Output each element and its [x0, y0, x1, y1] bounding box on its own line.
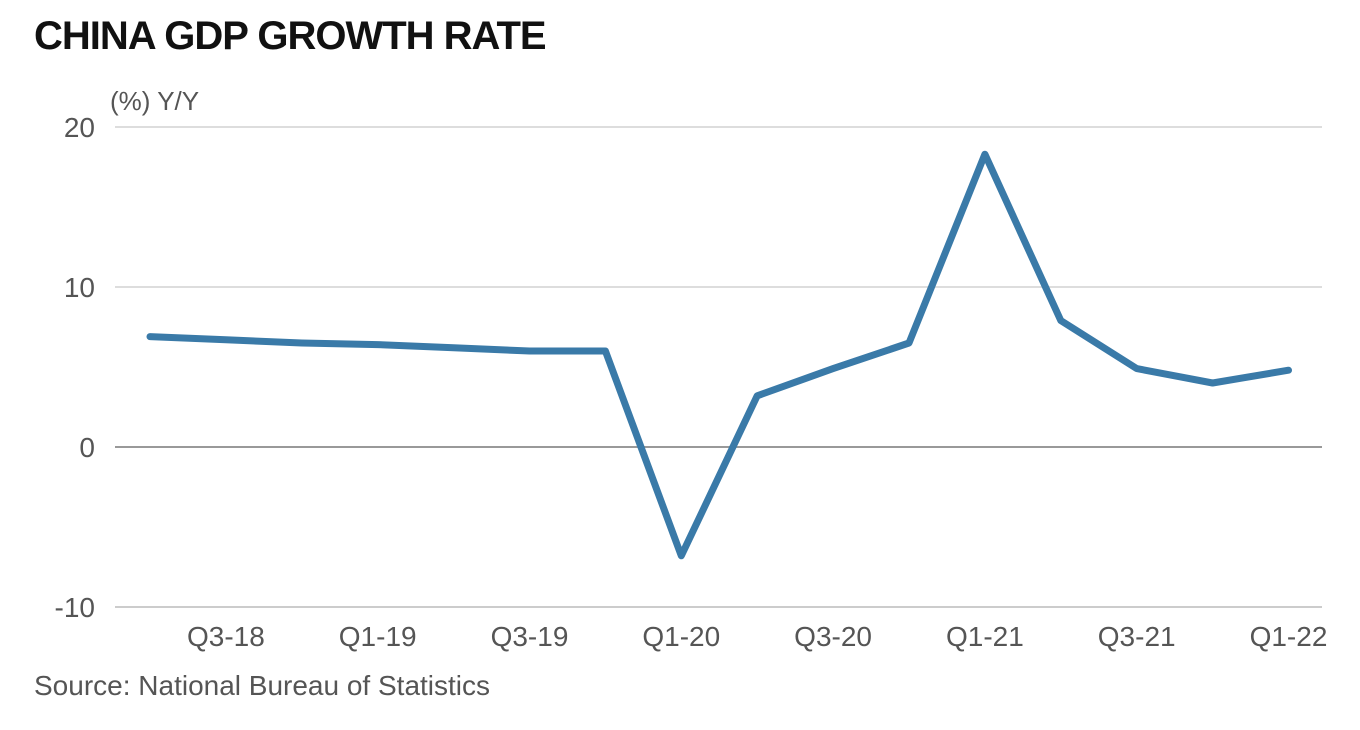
- x-tick-label: Q1-22: [1250, 621, 1328, 652]
- x-tick-label: Q3-21: [1098, 621, 1176, 652]
- source-note: Source: National Bureau of Statistics: [34, 670, 491, 701]
- x-tick-label: Q3-19: [491, 621, 569, 652]
- y-tick-label: 0: [79, 432, 95, 463]
- x-tick-label: Q3-18: [187, 621, 265, 652]
- x-tick-label: Q1-21: [946, 621, 1024, 652]
- y-tick-label: -10: [55, 592, 95, 623]
- y-axis-ticks: 20 10 0 -10: [55, 112, 95, 623]
- y-axis-label: (%) Y/Y: [110, 86, 199, 116]
- series-layer: [146, 150, 1292, 560]
- y-tick-label: 20: [64, 112, 95, 143]
- chart-title: CHINA GDP GROWTH RATE: [34, 14, 547, 58]
- grid-lines: [115, 126, 1322, 608]
- x-tick-label: Q3-20: [794, 621, 872, 652]
- y-tick-label: 10: [64, 272, 95, 303]
- x-tick-label: Q1-19: [339, 621, 417, 652]
- x-axis-ticks: Q3-18 Q1-19 Q3-19 Q1-20 Q3-20 Q1-21 Q3-21 Q1-22: [187, 621, 1327, 652]
- x-tick-label: Q1-20: [642, 621, 720, 652]
- series-line-0: [146, 150, 1292, 560]
